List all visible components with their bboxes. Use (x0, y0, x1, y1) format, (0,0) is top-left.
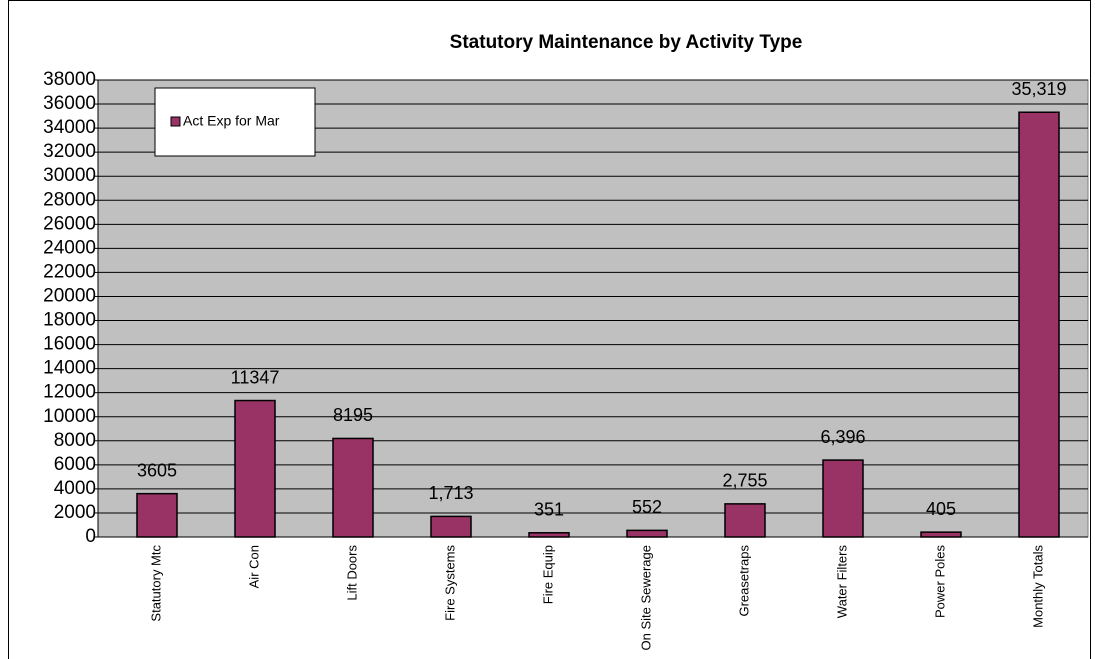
value-label: 8195 (333, 405, 373, 425)
value-label: 405 (926, 499, 956, 519)
value-label: 2,755 (722, 471, 767, 491)
y-tick-label: 36000 (43, 93, 96, 114)
value-label: 1,713 (428, 483, 473, 503)
value-label: 35,319 (1011, 79, 1066, 99)
y-tick-label: 12000 (43, 382, 96, 403)
value-label: 11347 (231, 367, 280, 387)
x-tick-label: Air Con (246, 545, 261, 588)
bar (822, 459, 864, 538)
y-tick-label: 32000 (43, 141, 96, 162)
legend (154, 87, 316, 157)
y-tick-label: 18000 (43, 310, 96, 331)
y-tick-label: 30000 (43, 165, 96, 186)
y-tick-label: 38000 (43, 69, 96, 90)
value-label: 6,396 (820, 427, 865, 447)
y-tick-label: 24000 (43, 237, 96, 258)
x-tick-label: Statutory Mtc (148, 545, 163, 622)
y-tick-label: 16000 (43, 334, 96, 355)
y-tick-label: 8000 (54, 430, 96, 451)
value-label: 351 (534, 500, 564, 520)
x-tick-label: On Site Sewerage (638, 545, 653, 651)
bar (1018, 111, 1060, 538)
legend-label: Act Exp for Mar (183, 113, 280, 129)
y-tick-label: 20000 (43, 285, 96, 306)
x-tick-label: Power Poles (932, 545, 947, 618)
y-tick-label: 26000 (43, 213, 96, 234)
y-tick-label: 0 (85, 526, 96, 547)
y-tick-label: 6000 (54, 454, 96, 475)
y-tick-label: 4000 (54, 478, 96, 499)
x-tick-label: Monthly Totals (1030, 545, 1045, 628)
legend-swatch (170, 116, 181, 127)
y-tick-label: 14000 (43, 358, 96, 379)
value-label: 552 (632, 497, 662, 517)
bar (136, 492, 178, 538)
y-tick-label: 22000 (43, 261, 96, 282)
bar (332, 437, 374, 538)
x-tick-label: Greasetraps (736, 545, 751, 617)
x-tick-label: Lift Doors (344, 545, 359, 601)
y-tick-label: 2000 (54, 502, 96, 523)
y-tick-label: 34000 (43, 117, 96, 138)
bar (528, 532, 570, 538)
bar (234, 399, 276, 538)
x-tick-label: Fire Equip (540, 545, 555, 604)
bar (430, 515, 472, 538)
bar (920, 531, 962, 538)
x-tick-label: Water Filters (834, 545, 849, 619)
chart-title: Statutory Maintenance by Activity Type (450, 32, 803, 53)
y-tick-label: 10000 (43, 406, 96, 427)
value-label: 3605 (137, 460, 177, 480)
x-tick-label: Fire Systems (442, 545, 457, 621)
bar (724, 503, 766, 538)
bar (626, 529, 668, 538)
y-tick-label: 28000 (43, 189, 96, 210)
